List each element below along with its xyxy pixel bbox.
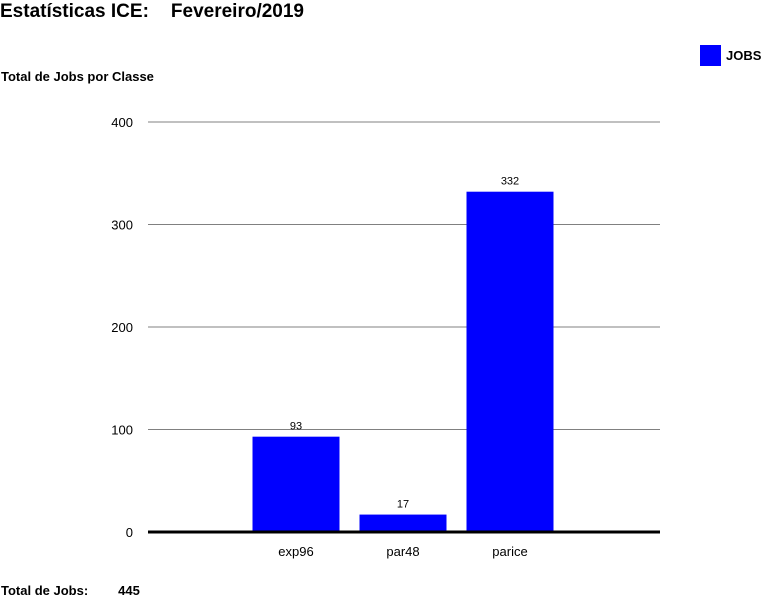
legend-label: JOBS — [726, 48, 762, 63]
data-label: 332 — [501, 176, 519, 188]
x-tick-label: parice — [492, 544, 527, 559]
data-label: 93 — [290, 421, 302, 433]
legend-swatch — [700, 45, 721, 66]
chart-subtitle: Total de Jobs por Classe — [1, 69, 154, 84]
total-jobs: Total de Jobs: 445 — [1, 583, 140, 598]
y-tick-label: 400 — [111, 115, 133, 130]
x-tick-label: exp96 — [278, 544, 313, 559]
y-tick-label: 300 — [111, 218, 133, 233]
bar — [466, 191, 554, 532]
chart-title-row: Estatísticas ICE: Fevereiro/2019 — [0, 1, 304, 23]
total-jobs-label: Total de Jobs: — [1, 583, 89, 598]
period-label: Fevereiro/2019 — [170, 1, 304, 22]
x-tick-label: par48 — [386, 544, 419, 559]
y-tick-label: 200 — [111, 320, 133, 335]
page-title: Estatísticas ICE: — [0, 1, 149, 22]
total-jobs-value: 445 — [118, 583, 140, 598]
legend: JOBS — [700, 45, 761, 66]
data-label: 17 — [397, 499, 409, 511]
y-tick-label: 0 — [126, 525, 133, 540]
bar — [252, 436, 340, 532]
bar — [359, 514, 447, 532]
y-tick-label: 100 — [111, 423, 133, 438]
